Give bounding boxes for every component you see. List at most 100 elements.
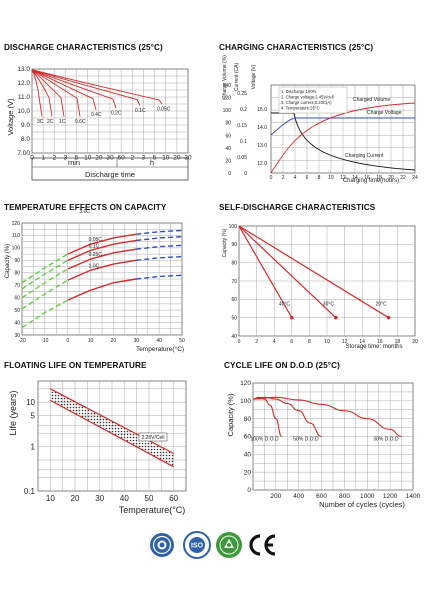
cycle-series-label: 100% D.O.D [250, 437, 278, 443]
cycle-series-label: 50% D.O.D [293, 437, 319, 443]
temperature-series-label: 1.0C [89, 263, 100, 269]
discharge-curve [31, 69, 65, 117]
floating-band-fill [50, 388, 174, 467]
charging-series-voltage: Charge Voltage [367, 110, 402, 116]
floating-y-tick: 10 [26, 398, 35, 407]
charging-x-tick: 14 [352, 175, 358, 181]
self-discharge-y-tick: 40 [231, 334, 237, 340]
discharge-curve-label: 3C [37, 119, 44, 125]
self-discharge-y-tick: 60 [231, 297, 237, 303]
charging-legend-item: 1. Discharge:100% [281, 89, 317, 94]
self-discharge-x-tick: 8 [308, 339, 311, 345]
cycle-xlabel: Number of cycles (cycles) [319, 500, 405, 509]
temperature-curve-mid [67, 278, 137, 301]
floating-x-ticks: 10 20 30 40 50 60 [46, 494, 179, 503]
cycle-y-tick: 20 [244, 469, 252, 476]
cycle-title: CYCLE LIFE ON D.O.D (25°C) [224, 361, 340, 370]
charging-y1-tick: 20 [225, 158, 231, 164]
charging-y2-ticks: 0.25 0.2 0.15 0.1 0.05 0 [237, 91, 247, 177]
discharge-curve-label: 0.05C [157, 107, 171, 113]
temperature-curve-cold [21, 299, 69, 329]
temperature-curve-mid [67, 233, 137, 255]
charging-y1-tick: 140 [223, 83, 232, 89]
temperature-y-tick: 80 [14, 271, 20, 277]
temperature-x-tick: -20 [18, 338, 25, 344]
discharge-time-box [31, 157, 189, 181]
cycle-x-tick: 400 [293, 493, 304, 500]
self-discharge-x-tick: 10 [324, 339, 330, 345]
temperature-x-ticks: -20 -10 0 10 20 30 40 50 [18, 338, 185, 344]
self-discharge-line [238, 225, 337, 319]
discharge-y-tick: 7.00 [17, 150, 30, 157]
self-discharge-y-ticks: 100 90 80 70 60 50 40 [229, 224, 238, 340]
discharge-curves: 3C 2C 1C 0.6C 0.4C 0.2C 0.1C 0.05C [31, 69, 171, 125]
temperature-y-tick: 70 [14, 283, 20, 289]
iso-certificate-seal: ISO [183, 531, 211, 559]
temperature-x-tick: 40 [156, 338, 162, 344]
self-discharge-y-tick: 90 [231, 242, 237, 248]
discharge-curve [31, 69, 43, 117]
discharge-curve-label: 0.6C [75, 119, 86, 125]
charging-legend-item: 2. Charge voltage:2.45V/cell [281, 95, 334, 100]
temperature-y-tick: 100 [12, 246, 21, 252]
temperature-x-tick: 20 [111, 338, 117, 344]
cycle-y-tick: 40 [244, 452, 252, 459]
floating-ylabel: Life (years) [8, 390, 18, 435]
self-discharge-chart: 40°C 30°C 20°C 100 90 80 70 60 50 40 0 2 4 6 8 10 12 14… [222, 224, 418, 350]
floating-xlabel: Temperature(°C) [119, 505, 186, 515]
cycle-x-tick: 200 [270, 493, 281, 500]
charging-x-tick: 2 [282, 175, 285, 181]
charging-y1-tick: 0 [228, 171, 231, 177]
self-discharge-x-ticks: 0 2 4 6 8 10 12 14 16 18 20 [238, 339, 418, 345]
temperature-x-tick: -10 [41, 338, 48, 344]
discharge-unit-h: h [150, 158, 154, 167]
charging-y2-tick: 0.15 [237, 123, 247, 129]
charging-y1-label: Charge Volume (%) [222, 55, 228, 99]
charging-y2-tick: 0.1 [240, 139, 247, 145]
charging-y1-ticks: 140 120 100 80 60 40 20 0 [223, 83, 232, 177]
temperature-xlabel: Temperature(°C) [136, 345, 184, 353]
cycle-y-tick: 120 [240, 380, 251, 387]
cycle-series-label: 30% D.O.D [373, 437, 399, 443]
charging-title: CHARGING CHARACTERISTICS (25°C) [219, 43, 374, 52]
charging-y3-label: Voltage (V) [251, 64, 257, 89]
floating-y-tick: 0.1 [24, 487, 36, 496]
floating-annotation: 2.28V/Cell [141, 435, 164, 441]
charging-y1-tick: 80 [225, 121, 231, 127]
ce-mark [249, 534, 276, 556]
charging-x-tick: 6 [306, 175, 309, 181]
charging-y3-tick: 13.0 [257, 143, 267, 149]
temperature-y-tick: 60 [14, 295, 20, 301]
self-discharge-y-tick: 100 [229, 224, 238, 230]
charging-voltage-curve [270, 117, 415, 136]
charging-x-tick: 16 [364, 175, 370, 181]
self-discharge-x-tick: 14 [359, 339, 365, 345]
cycle-x-tick: 600 [316, 493, 327, 500]
charging-curves [270, 102, 416, 174]
self-discharge-x-tick: 16 [377, 339, 383, 345]
self-discharge-end-point [334, 315, 338, 320]
floating-upper-line [50, 388, 174, 455]
self-discharge-xlabel: Storage time: months [345, 344, 402, 350]
self-discharge-ylabel: Capacity (%) [222, 228, 228, 257]
charging-x-tick: 22 [400, 175, 406, 181]
discharge-curve [31, 69, 117, 109]
temperature-x-tick: 30 [134, 338, 140, 344]
floating-title: FLOATING LIFE ON TEMPERATURE [4, 361, 147, 370]
charging-y3-ticks: 15.0 14.0 13.0 12.0 [257, 107, 267, 167]
discharge-curve [31, 69, 81, 117]
temperature-curve-cold [21, 268, 69, 299]
discharge-curve-label: 0.2C [111, 111, 122, 117]
floating-y-tick: 1 [31, 443, 36, 452]
cycle-ylabel: Capacity (%) [226, 393, 235, 436]
temperature-x-tick: 10 [88, 338, 94, 344]
charging-volume-curve [270, 102, 416, 174]
temperature-series-label: 0.25C [89, 252, 103, 258]
cycle-y-tick: 80 [244, 416, 252, 423]
self-discharge-end-point [386, 315, 391, 320]
charging-x-tick: 20 [388, 175, 394, 181]
self-discharge-series-label: 30°C [323, 302, 335, 308]
floating-annotation-box [138, 432, 168, 442]
